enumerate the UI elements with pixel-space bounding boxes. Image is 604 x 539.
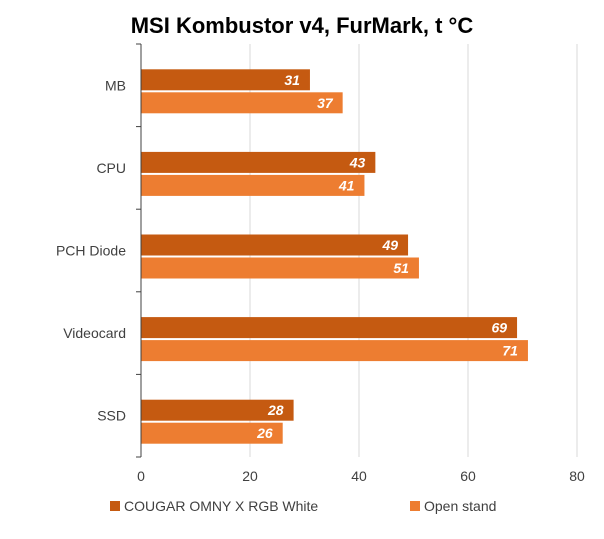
bar — [141, 399, 294, 421]
bar — [141, 174, 365, 196]
legend-swatch — [110, 501, 120, 511]
category-label: Videocard — [63, 325, 126, 341]
legend: COUGAR OMNY X RGB White Open stand — [110, 498, 496, 514]
bar — [141, 92, 343, 114]
x-tick-label: 20 — [242, 468, 258, 484]
data-label: 26 — [256, 425, 273, 441]
legend-label: COUGAR OMNY X RGB White — [124, 498, 318, 514]
x-tick-label: 60 — [460, 468, 476, 484]
data-label: 51 — [393, 260, 409, 276]
bar — [141, 317, 518, 339]
category-label: MB — [105, 77, 126, 93]
legend-swatch — [410, 501, 420, 511]
data-label: 37 — [317, 95, 334, 111]
value-axis: 0 20 40 60 80 — [137, 468, 585, 484]
legend-item: Open stand — [410, 498, 496, 514]
chart-title: MSI Kombustor v4, FurMark, t °C — [131, 13, 474, 38]
category-label: PCH Diode — [56, 243, 126, 259]
category-axis: MB CPU PCH Diode Videocard SSD — [56, 43, 142, 458]
data-label: 71 — [502, 343, 518, 359]
category-label: CPU — [96, 160, 126, 176]
data-label: 49 — [381, 237, 398, 253]
data-label: 69 — [491, 320, 507, 336]
data-label: 31 — [284, 72, 300, 88]
legend-label: Open stand — [424, 498, 496, 514]
x-tick-label: 40 — [351, 468, 367, 484]
data-label: 28 — [267, 402, 284, 418]
bar — [141, 151, 376, 173]
bar — [141, 422, 283, 444]
bar — [141, 234, 409, 256]
bar — [141, 257, 419, 279]
x-tick-label: 0 — [137, 468, 145, 484]
category-label: SSD — [97, 408, 126, 424]
data-label: 41 — [338, 177, 355, 193]
x-tick-label: 80 — [569, 468, 585, 484]
legend-item: COUGAR OMNY X RGB White — [110, 498, 318, 514]
bar — [141, 69, 310, 91]
bars: 31 37 43 41 49 51 69 71 28 26 — [141, 69, 528, 444]
bar — [141, 340, 528, 362]
data-label: 43 — [349, 154, 366, 170]
